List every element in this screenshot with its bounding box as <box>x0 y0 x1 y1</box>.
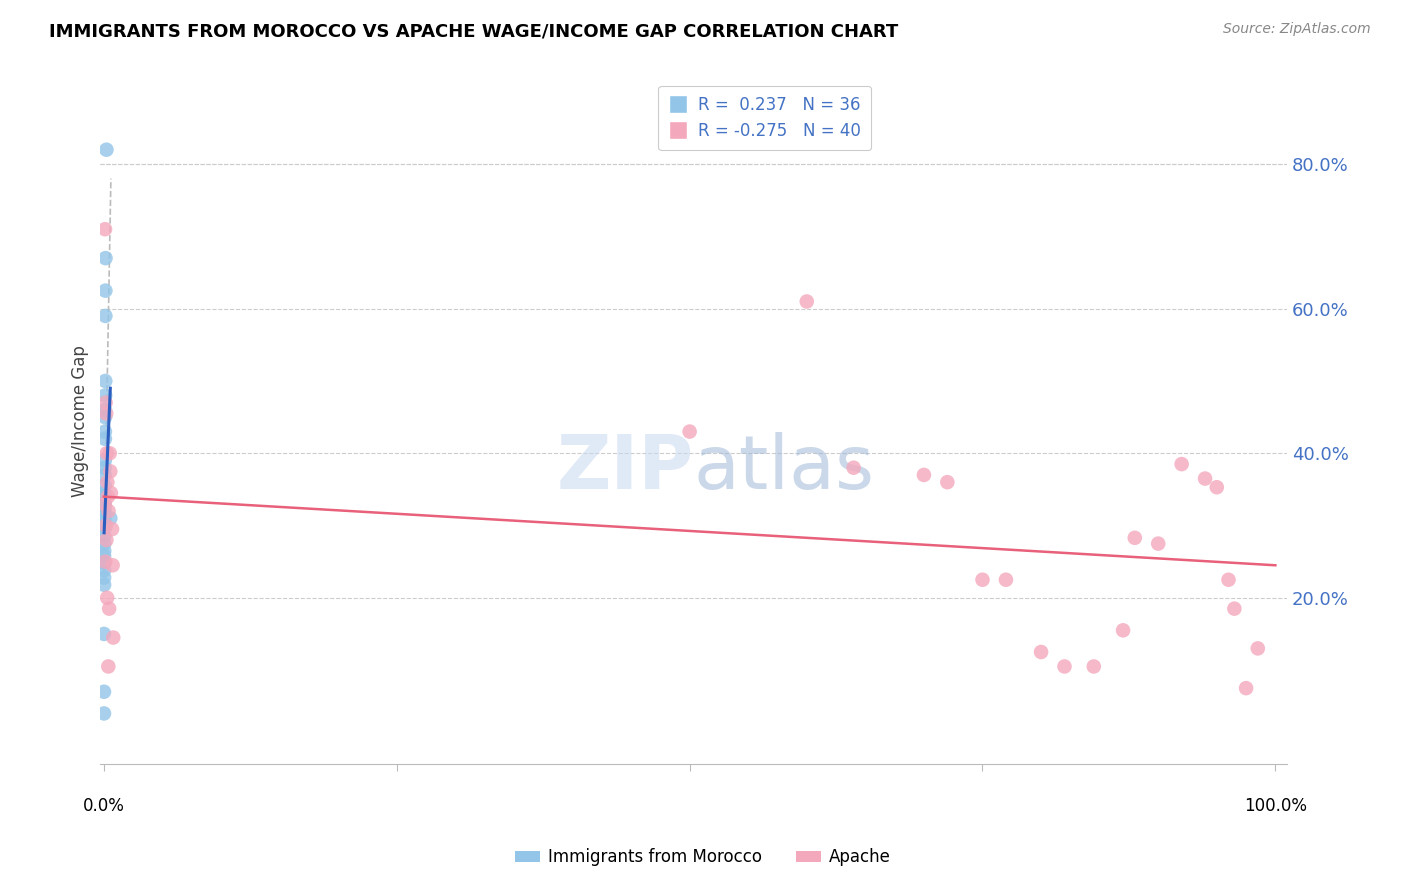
Point <box>1083 659 1105 673</box>
Point <box>94 425 117 439</box>
Point <box>1247 641 1270 656</box>
Point <box>94 497 117 511</box>
Point <box>93 486 115 500</box>
Point <box>103 631 125 645</box>
Point <box>93 479 115 493</box>
Point <box>94 432 117 446</box>
Point <box>1194 471 1216 485</box>
Text: 100.0%: 100.0% <box>1244 797 1306 814</box>
Point <box>94 518 117 533</box>
Point <box>98 446 121 460</box>
Point <box>1223 601 1246 615</box>
Point <box>93 529 115 543</box>
Point <box>96 591 118 605</box>
Point <box>94 395 117 409</box>
Point <box>93 536 115 550</box>
Point <box>678 425 700 439</box>
Point <box>936 475 959 490</box>
Point <box>93 511 115 525</box>
Point <box>93 508 115 522</box>
Point <box>96 143 118 157</box>
Text: Source: ZipAtlas.com: Source: ZipAtlas.com <box>1223 22 1371 37</box>
Point <box>93 500 115 515</box>
Point <box>93 563 115 577</box>
Point <box>93 544 115 558</box>
Point <box>1029 645 1052 659</box>
Point <box>1147 536 1170 550</box>
Point <box>97 490 120 504</box>
Point <box>97 659 120 673</box>
Point <box>93 578 115 592</box>
Point <box>96 533 118 547</box>
Point <box>93 549 115 563</box>
Point <box>94 284 117 298</box>
Point <box>94 251 117 265</box>
Point <box>1123 531 1146 545</box>
Point <box>94 555 117 569</box>
Point <box>98 601 121 615</box>
Point <box>94 453 117 467</box>
Point <box>94 374 117 388</box>
Point <box>94 410 117 425</box>
Point <box>98 511 121 525</box>
Y-axis label: Wage/Income Gap: Wage/Income Gap <box>72 345 89 497</box>
Point <box>796 294 818 309</box>
Point <box>100 486 122 500</box>
Point <box>1053 659 1076 673</box>
Point <box>972 573 994 587</box>
Point <box>93 522 115 536</box>
Point <box>1234 681 1257 695</box>
Point <box>93 570 115 584</box>
Point <box>93 685 115 699</box>
Point <box>93 556 115 570</box>
Point <box>93 497 115 511</box>
Point <box>94 467 117 482</box>
Text: atlas: atlas <box>693 433 875 505</box>
Text: 0.0%: 0.0% <box>83 797 125 814</box>
Text: ZIP: ZIP <box>557 433 693 505</box>
Point <box>97 504 120 518</box>
Point <box>93 627 115 641</box>
Point <box>93 706 115 721</box>
Point <box>1112 624 1135 638</box>
Point <box>1170 457 1192 471</box>
Legend: Immigrants from Morocco, Apache: Immigrants from Morocco, Apache <box>509 842 897 873</box>
Point <box>98 464 121 478</box>
Point <box>94 460 117 475</box>
Point <box>101 558 124 573</box>
Point <box>96 446 118 460</box>
Point <box>1218 573 1240 587</box>
Point <box>912 467 935 482</box>
Point <box>94 403 117 417</box>
Point <box>94 222 117 236</box>
Point <box>1205 480 1227 494</box>
Point <box>93 518 115 533</box>
Point <box>94 388 117 402</box>
Point <box>93 515 115 529</box>
Text: IMMIGRANTS FROM MOROCCO VS APACHE WAGE/INCOME GAP CORRELATION CHART: IMMIGRANTS FROM MOROCCO VS APACHE WAGE/I… <box>49 22 898 40</box>
Point <box>994 573 1017 587</box>
Point <box>842 460 865 475</box>
Point <box>93 490 115 504</box>
Point <box>94 309 117 323</box>
Point <box>101 522 124 536</box>
Point <box>96 407 118 421</box>
Point <box>93 504 115 518</box>
Point <box>96 475 118 490</box>
Legend: R =  0.237   N = 36, R = -0.275   N = 40: R = 0.237 N = 36, R = -0.275 N = 40 <box>658 86 872 150</box>
